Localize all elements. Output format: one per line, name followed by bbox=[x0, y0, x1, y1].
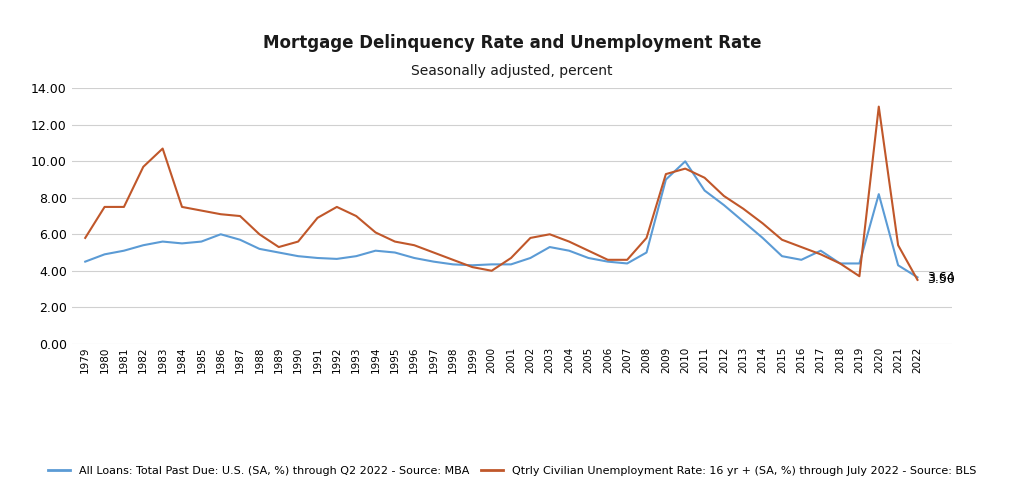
Text: 3.64: 3.64 bbox=[927, 271, 954, 284]
Text: Seasonally adjusted, percent: Seasonally adjusted, percent bbox=[412, 64, 612, 78]
Legend: All Loans: Total Past Due: U.S. (SA, %) through Q2 2022 - Source: MBA, Qtrly Civ: All Loans: Total Past Due: U.S. (SA, %) … bbox=[43, 462, 981, 481]
Text: Mortgage Delinquency Rate and Unemployment Rate: Mortgage Delinquency Rate and Unemployme… bbox=[263, 34, 761, 53]
Text: 3.50: 3.50 bbox=[927, 273, 955, 286]
